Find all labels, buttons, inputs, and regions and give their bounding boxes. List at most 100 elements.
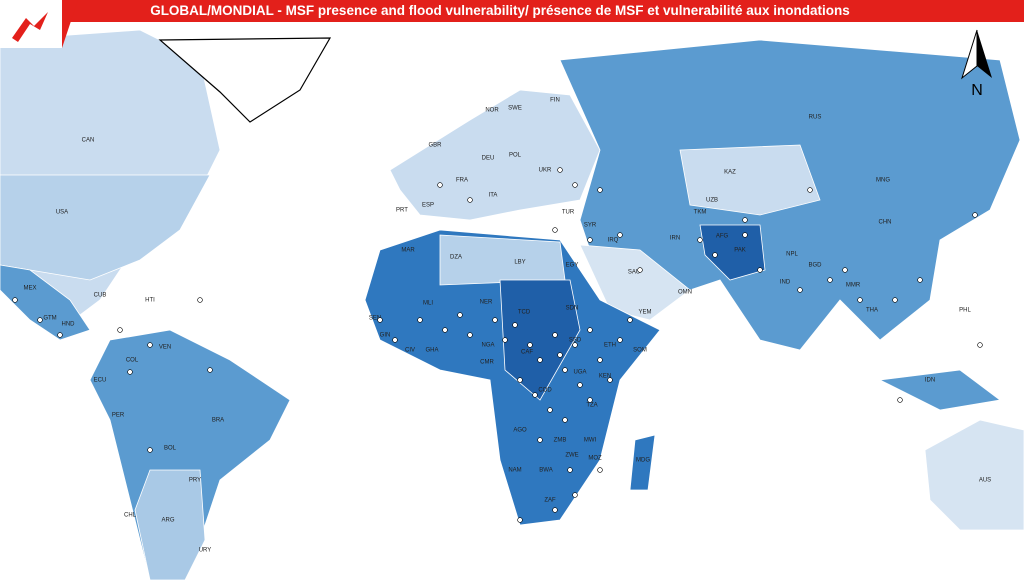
country-label: SWE xyxy=(508,106,522,112)
msf-site xyxy=(617,337,623,343)
country-label: COL xyxy=(126,358,139,364)
country-label: MNG xyxy=(876,178,890,184)
msf-site xyxy=(757,267,763,273)
greenland xyxy=(158,37,332,123)
country-label: COD xyxy=(538,388,552,394)
msf-site xyxy=(617,232,623,238)
country-label: GIN xyxy=(380,333,391,339)
msf-site xyxy=(842,267,848,273)
country-label: SDN xyxy=(566,306,579,312)
country-label: NAM xyxy=(508,468,521,474)
msf-site xyxy=(567,467,573,473)
country-label: SYR xyxy=(584,223,597,229)
msf-site xyxy=(892,297,898,303)
arabia xyxy=(579,244,691,321)
country-label: IRN xyxy=(670,236,680,242)
country-label: AGO xyxy=(513,428,527,434)
msf-site xyxy=(37,317,43,323)
msf-site xyxy=(197,297,203,303)
country-labels: CAN USA MEX CUB HTI GTM HND COL VEN ECU PER BRA BOL P… xyxy=(23,98,991,554)
africa xyxy=(364,229,661,526)
country-label: BOL xyxy=(164,446,177,452)
country-label: TUR xyxy=(562,210,575,216)
country-label: MLI xyxy=(423,301,433,307)
msf-site xyxy=(562,417,568,423)
msf-site xyxy=(527,342,533,348)
country-label: VEN xyxy=(159,345,171,351)
msf-site xyxy=(547,407,553,413)
country-label: NGA xyxy=(481,343,494,349)
msf-site xyxy=(577,382,583,388)
msf-site xyxy=(742,232,748,238)
msf-site xyxy=(417,317,423,323)
msf-site xyxy=(557,352,563,358)
country-label: ECU xyxy=(94,378,107,384)
msf-site xyxy=(57,332,63,338)
msf-site xyxy=(597,187,603,193)
country-label: URY xyxy=(199,548,212,554)
country-label: EGY xyxy=(566,263,579,269)
country-label: YEM xyxy=(638,310,651,316)
country-label: SAU xyxy=(628,270,640,276)
country-label: ITA xyxy=(489,193,498,199)
msf-site xyxy=(502,337,508,343)
header-bar xyxy=(0,0,1024,22)
msf-logo xyxy=(12,12,48,42)
country-label: DZA xyxy=(450,255,462,261)
country-label: ETH xyxy=(604,343,616,349)
europe xyxy=(389,89,601,221)
country-label: USA xyxy=(56,210,68,216)
country-label: NOR xyxy=(485,108,499,114)
country-label: IRQ xyxy=(608,238,619,244)
msf-site xyxy=(977,342,983,348)
north-arrow-right xyxy=(977,30,992,78)
country-label: ESP xyxy=(422,203,434,209)
msf-site xyxy=(377,317,383,323)
country-label: BGD xyxy=(808,263,822,269)
msf-site xyxy=(532,392,538,398)
pakistan xyxy=(699,224,766,281)
msf-site xyxy=(467,197,473,203)
msf-site xyxy=(697,237,703,243)
msf-site xyxy=(742,217,748,223)
country-label: MOZ xyxy=(588,456,602,462)
country-label: OMN xyxy=(678,290,692,296)
country-label: PAK xyxy=(734,248,746,254)
msf-site xyxy=(517,377,523,383)
msf-site xyxy=(607,377,613,383)
msf-site xyxy=(537,437,543,443)
map-title: GLOBAL/MONDIAL - MSF presence and flood … xyxy=(150,3,850,18)
country-label: AFG xyxy=(716,234,729,240)
msf-site xyxy=(557,167,563,173)
country-label: BWA xyxy=(539,468,552,474)
north-label: N xyxy=(971,82,983,99)
country-label: HND xyxy=(62,322,76,328)
country-label: IND xyxy=(780,280,791,286)
country-label: BRA xyxy=(212,418,224,424)
msf-site xyxy=(562,367,568,373)
country-label: TZA xyxy=(586,403,597,409)
country-label: UKR xyxy=(539,168,552,174)
msf-site xyxy=(587,327,593,333)
country-label: GBR xyxy=(428,143,442,149)
country-label: SEN xyxy=(369,316,381,322)
southern-cone xyxy=(134,469,206,581)
msf-site xyxy=(147,342,153,348)
msf-site xyxy=(597,467,603,473)
country-label: DEU xyxy=(482,156,495,162)
australia xyxy=(924,419,1024,531)
msf-site xyxy=(572,342,578,348)
msf-site xyxy=(917,277,923,283)
msf-site xyxy=(492,317,498,323)
country-label: TKM xyxy=(694,210,707,216)
msf-site xyxy=(637,267,643,273)
msf-site xyxy=(552,507,558,513)
msf-site xyxy=(117,327,123,333)
country-label: MAR xyxy=(401,248,415,254)
country-label: CAN xyxy=(82,138,95,144)
country-label: CUB xyxy=(94,293,107,299)
msf-site xyxy=(572,182,578,188)
mexico xyxy=(0,264,91,341)
country-label: GHA xyxy=(425,348,438,354)
